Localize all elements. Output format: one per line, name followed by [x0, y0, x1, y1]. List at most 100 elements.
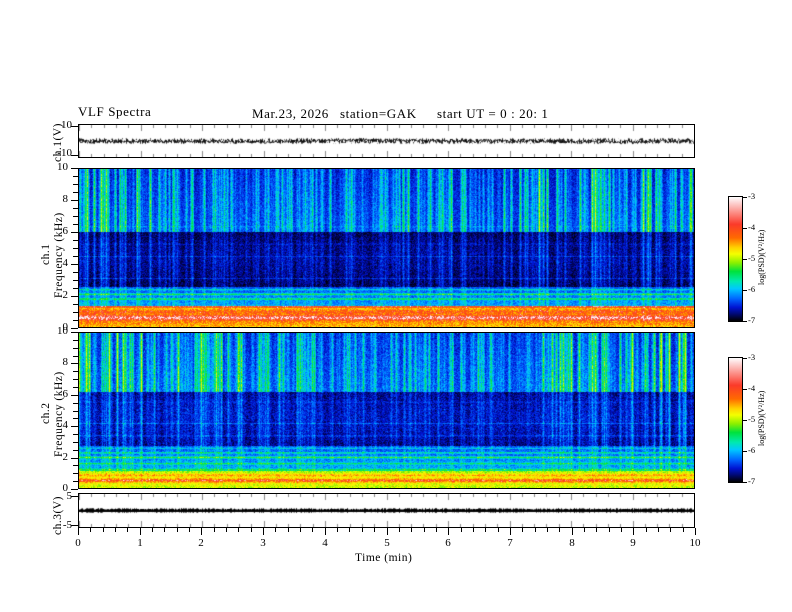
xtick-major [140, 528, 141, 535]
spec-ytick-label-6: 6 [62, 388, 69, 400]
colorbar-ch2-label: log(PSD)(V²/Hz) [757, 390, 766, 446]
spec-ytick-minor [73, 176, 78, 177]
xtick-minor [596, 528, 597, 532]
xtick-minor [115, 528, 116, 532]
spec-ytick-minor [73, 184, 78, 185]
xtick-label-8: 8 [569, 537, 575, 549]
header-start-ut: start UT = 0 : 20: 1 [437, 106, 549, 121]
spec-ytick-label-2: 2 [62, 451, 69, 463]
wave-ytick-mark [71, 155, 78, 156]
spec-ytick-mark [71, 395, 78, 396]
xtick-minor [374, 528, 375, 532]
ch2-spec-ylabel-frequency: Frequency (kHz) [53, 371, 65, 457]
xtick-label-10: 10 [689, 537, 701, 549]
spec-ytick-minor [73, 312, 78, 313]
xtick-label-0: 0 [75, 537, 81, 549]
xaxis-label: Time (min) [355, 552, 413, 564]
xtick-minor [621, 528, 622, 532]
spec-ytick-minor [73, 403, 78, 404]
colorbar-ch1-label: log(PSD)(V²/Hz) [757, 229, 766, 285]
spec-ytick-label-4: 4 [62, 419, 69, 431]
xtick-minor [152, 528, 153, 532]
xtick-major [325, 528, 326, 535]
spec-ytick-mark [71, 264, 78, 265]
ch1-spectrogram-image [79, 169, 694, 327]
spec-ytick-minor [73, 387, 78, 388]
wave-ytick-mark [71, 126, 78, 127]
xtick-minor [670, 528, 671, 532]
spec-ytick-minor [73, 434, 78, 435]
xtick-minor [189, 528, 190, 532]
spec-ytick-label-6: 6 [62, 225, 69, 237]
spec-ytick-label-8: 8 [62, 193, 69, 205]
spec-ytick-minor [73, 418, 78, 419]
spec-ytick-minor [73, 411, 78, 412]
spec-ytick-label-0: 0 [62, 482, 69, 494]
spec-ytick-minor [73, 256, 78, 257]
xtick-major [201, 528, 202, 535]
xtick-minor [547, 528, 548, 532]
spec-ytick-minor [73, 192, 78, 193]
spec-ytick-minor [73, 208, 78, 209]
xtick-label-7: 7 [507, 537, 513, 549]
xtick-minor [683, 528, 684, 532]
xtick-minor [436, 528, 437, 532]
spec-ytick-minor [73, 280, 78, 281]
xtick-minor [362, 528, 363, 532]
ch3-wave-ytick-neg5: -5 [62, 519, 72, 531]
xtick-minor [90, 528, 91, 532]
xtick-minor [214, 528, 215, 532]
colorbar-tick-label-neg4: -4 [748, 383, 756, 393]
xtick-minor [164, 528, 165, 532]
spec-ytick-minor [73, 442, 78, 443]
xtick-minor [312, 528, 313, 532]
spec-ytick-mark [71, 489, 78, 490]
xtick-minor [498, 528, 499, 532]
xtick-minor [238, 528, 239, 532]
xtick-major [572, 528, 573, 535]
xtick-minor [646, 528, 647, 532]
spec-ytick-minor [73, 356, 78, 357]
colorbar-tick-mark [742, 259, 747, 260]
xtick-label-1: 1 [137, 537, 143, 549]
xtick-minor [658, 528, 659, 532]
spec-ytick-label-8: 8 [62, 356, 69, 368]
ch3-wave-ytick-5: 5 [66, 490, 73, 502]
colorbar-tick-label-neg7: -7 [748, 476, 756, 486]
colorbar-tick-mark [742, 451, 747, 452]
colorbar-tick-label-neg4: -4 [748, 222, 756, 232]
xtick-minor [535, 528, 536, 532]
xtick-minor [584, 528, 585, 532]
xtick-major [510, 528, 511, 535]
spec-ytick-mark [71, 232, 78, 233]
spec-ytick-minor [73, 481, 78, 482]
colorbar-tick-mark [742, 358, 747, 359]
xtick-major [263, 528, 264, 535]
spec-ytick-minor [73, 224, 78, 225]
spec-ytick-minor [73, 320, 78, 321]
colorbar-tick-mark [742, 321, 747, 322]
xtick-minor [473, 528, 474, 532]
xtick-minor [337, 528, 338, 532]
ch1-waveform-plot [79, 125, 694, 157]
colorbar-tick-mark [742, 290, 747, 291]
xtick-minor [461, 528, 462, 532]
colorbar-tick-label-neg3: -3 [748, 352, 756, 362]
spec-ytick-mark [71, 328, 78, 329]
page-title: VLF Spectra [78, 104, 152, 119]
xtick-label-4: 4 [322, 537, 328, 549]
spec-ytick-minor [73, 288, 78, 289]
xtick-label-5: 5 [384, 537, 390, 549]
xtick-minor [103, 528, 104, 532]
spec-ytick-minor [73, 340, 78, 341]
spec-ytick-minor [73, 272, 78, 273]
ch1-wave-ytick-10: 10 [61, 119, 72, 131]
colorbar-tick-mark [742, 228, 747, 229]
ch1-wave-ytick-neg10: -10 [57, 147, 72, 159]
spec-ytick-minor [73, 465, 78, 466]
xtick-major [633, 528, 634, 535]
spec-ytick-label-10: 10 [57, 325, 68, 337]
spec-ytick-minor [73, 304, 78, 305]
spec-ytick-mark [71, 296, 78, 297]
